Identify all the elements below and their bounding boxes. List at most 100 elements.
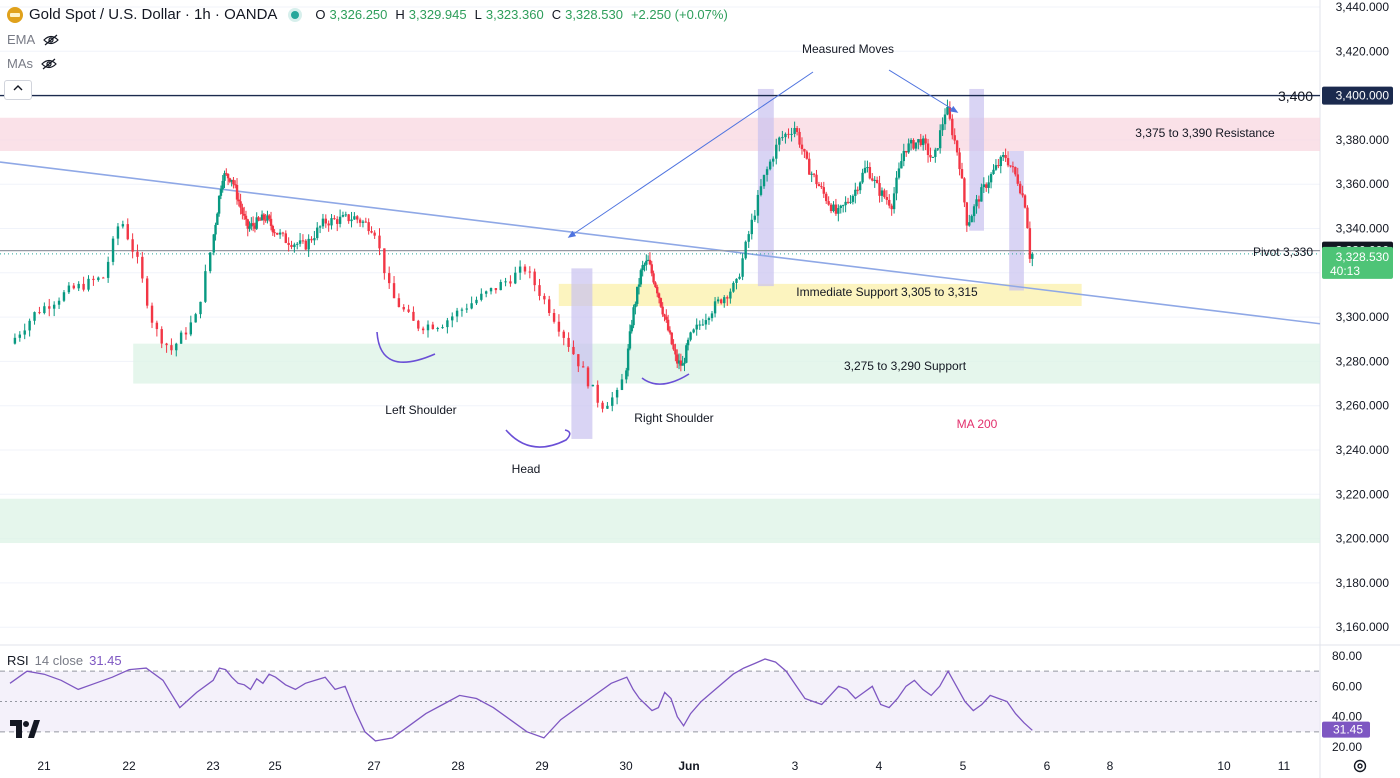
candle-body	[307, 238, 310, 250]
rsi-pane[interactable]: 80.00 60.00 40.00 20.00 31.45	[0, 649, 1370, 754]
candle-body	[223, 173, 226, 181]
symbol-title[interactable]: Gold Spot / U.S. Dollar · 1h · OANDA	[29, 6, 278, 23]
candle-body	[948, 107, 952, 119]
candle-body	[626, 348, 630, 371]
candle-body	[798, 131, 801, 145]
pivot-line-label: Pivot 3,330	[1253, 245, 1313, 259]
candle-body	[145, 278, 149, 306]
candle-body	[239, 201, 242, 208]
price-axis[interactable]: 3,440.000 3,420.000 3,400.000 3,380.000 3,36…	[1322, 0, 1393, 634]
candle-body	[514, 272, 517, 284]
time-tick-label: 29	[535, 759, 549, 773]
candle-body	[666, 319, 670, 331]
candle-body	[849, 201, 852, 203]
candle-body	[793, 128, 796, 134]
rsi-tick-label: 40.00	[1332, 710, 1362, 724]
candle-body	[552, 313, 556, 322]
candle-body	[871, 178, 874, 181]
price-tick-label: 3,220.000	[1336, 487, 1390, 501]
tradingview-logo-icon[interactable]	[10, 720, 40, 738]
candle-body	[989, 174, 993, 183]
head-arc	[505, 429, 571, 448]
candle-body	[121, 224, 125, 227]
candle-body	[225, 173, 228, 175]
gear-icon[interactable]	[1352, 758, 1368, 774]
candle-countdown: 40:13	[1330, 264, 1360, 278]
candle-body	[695, 324, 698, 330]
candle-body	[858, 182, 862, 191]
candle-body	[634, 303, 637, 308]
candle-body	[470, 303, 473, 309]
candle-body	[676, 354, 679, 364]
candle-body	[663, 314, 666, 317]
candle-body	[523, 266, 527, 272]
candle-body	[1023, 195, 1027, 208]
candle-body	[759, 186, 763, 195]
candle-body	[141, 256, 144, 279]
candle-body	[960, 169, 964, 179]
candle-body	[795, 128, 799, 132]
candle-body	[719, 299, 723, 304]
candle-body	[184, 332, 188, 335]
candle-body	[217, 195, 221, 214]
candle-body	[756, 194, 760, 216]
candle-body	[888, 199, 891, 206]
candle-body	[620, 379, 624, 390]
candle-body	[102, 277, 105, 279]
candle-body	[402, 307, 405, 310]
indicator-mas[interactable]: MAs	[7, 56, 57, 71]
candle-body	[257, 217, 260, 220]
candle-body	[844, 201, 847, 206]
chevron-up-icon	[13, 85, 23, 91]
candle-body	[778, 137, 781, 145]
candle-body	[980, 187, 983, 202]
candle-body	[248, 226, 251, 229]
measured-move-box	[1009, 150, 1024, 291]
symbol-legend[interactable]: Gold Spot / U.S. Dollar · 1h · OANDA O 3,…	[7, 6, 732, 23]
eye-hidden-icon[interactable]	[41, 58, 57, 70]
candle-body	[242, 213, 246, 216]
collapse-legend-button[interactable]	[4, 80, 32, 100]
candle-body	[645, 260, 648, 265]
candle-body	[237, 199, 241, 202]
candle-body	[364, 221, 368, 223]
candle-body	[1004, 155, 1007, 159]
horizontal-lines[interactable]	[0, 94, 1321, 325]
candle-body	[179, 332, 183, 344]
indicator-ema[interactable]: EMA	[7, 32, 60, 47]
lower-support-zone	[0, 498, 1320, 544]
candle-body	[290, 244, 293, 248]
candle-body	[67, 285, 71, 293]
measured-move-arrow-right	[888, 69, 959, 113]
price-tick-label: 3,300.000	[1336, 310, 1390, 324]
rsi-current-badge: 31.45	[1333, 723, 1363, 737]
candle-body	[977, 199, 981, 202]
level-3400-badge: 3,400.000	[1336, 89, 1390, 103]
candle-body	[221, 180, 224, 190]
candle-body	[318, 226, 322, 228]
candle-body	[762, 174, 766, 187]
candle-body	[175, 343, 178, 351]
candle-body	[350, 219, 353, 222]
candle-body	[992, 169, 995, 175]
candle-body	[77, 283, 80, 289]
eye-hidden-icon[interactable]	[43, 34, 60, 46]
candle-body	[686, 339, 690, 346]
candle-body	[723, 297, 726, 304]
support-zone	[133, 343, 1321, 384]
candle-body	[397, 298, 401, 308]
rsi-legend[interactable]: RSI 14 close 31.45	[7, 653, 122, 668]
candle-body	[160, 329, 163, 344]
candle-body	[982, 184, 986, 188]
time-axis[interactable]: 21 22 23 25 27 28 29 30 Jun 3 4 5 6 8 10 11	[37, 759, 1290, 773]
candle-body	[216, 213, 219, 225]
candle-body	[38, 312, 41, 314]
candle-body	[18, 334, 22, 338]
ohlc-values: O 3,326.250 H 3,329.945 L 3,323.360 C 3,328.…	[315, 7, 728, 22]
chart-labels: Measured Moves Left Shoulder Head Right …	[385, 42, 1313, 476]
rsi-line	[9, 658, 1033, 742]
candle-body	[636, 286, 639, 304]
candle-body	[897, 168, 901, 178]
candle-body	[931, 156, 935, 158]
